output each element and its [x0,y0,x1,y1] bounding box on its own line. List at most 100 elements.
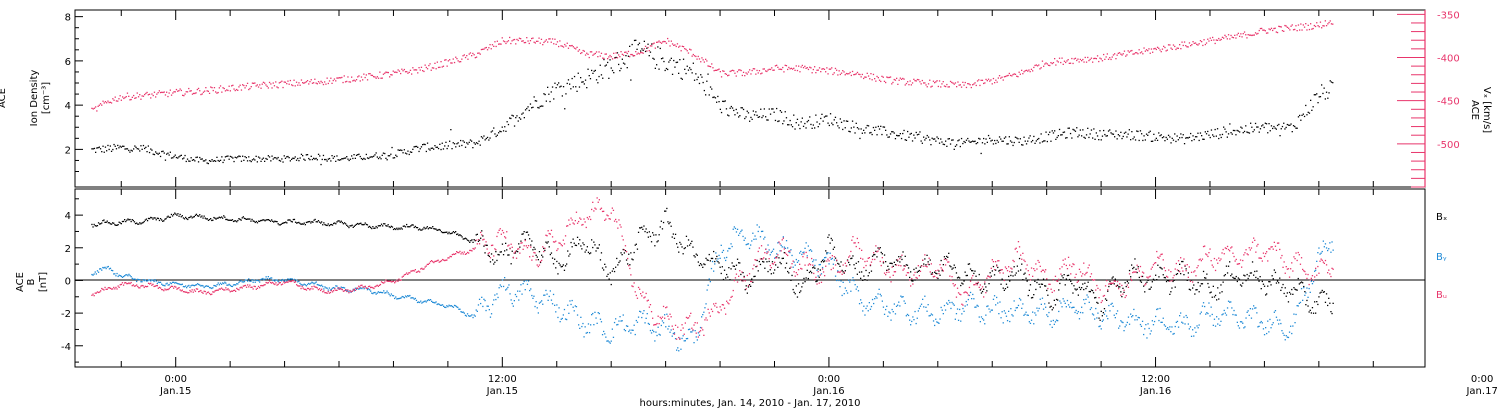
bottom-data-point-by [604,333,606,335]
top-right-tick-label: -450 [1437,97,1460,108]
top-data-point [1051,130,1053,132]
top-data-point [1148,131,1150,134]
bottom-data-point-by [543,294,545,296]
top-data-point [224,90,227,92]
bottom-data-point-bz [447,257,449,259]
top-data-point [972,84,974,86]
top-data-point [1012,73,1014,76]
top-data-point [461,144,463,147]
bottom-data-point-bx [185,216,187,219]
top-data-point [1074,57,1077,59]
bottom-data-point-bx [643,225,645,227]
bottom-data-point-bx [801,286,803,288]
bottom-data-point-bz [571,219,573,221]
bottom-data-point-bx [650,241,653,243]
bottom-data-point-bx [905,264,907,266]
bottom-data-point-bx [1052,307,1054,309]
top-data-point [205,159,207,161]
bottom-data-point-by [494,294,496,296]
bottom-data-point-by [597,312,599,314]
bottom-data-point-bx [131,219,133,221]
bottom-data-point-bx [1247,277,1249,280]
bottom-data-point-by [198,283,200,286]
top-data-point [398,70,401,72]
top-data-point [451,62,453,64]
bottom-data-point-bx [95,225,97,227]
top-data-point [386,71,388,74]
top-data-point [1223,126,1225,128]
bottom-data-point-bx [1079,288,1082,291]
bottom-data-point-by [1258,325,1260,327]
bottom-data-point-bx [1036,281,1038,284]
bottom-data-point-bx [990,275,992,277]
bottom-data-point-by [708,278,710,280]
bottom-data-point-bx [671,236,673,238]
bottom-data-point-bz [532,255,534,257]
top-data-point [727,114,729,116]
bottom-data-point-bx [661,228,664,230]
bottom-data-point-bx [873,254,875,256]
top-data-point [1243,31,1246,33]
bottom-data-point-bx [590,252,592,254]
bottom-data-point-by [1202,302,1205,304]
bottom-data-point-by [1040,303,1042,305]
bottom-data-point-bz [504,236,506,238]
bottom-data-point-by [1205,313,1207,315]
top-data-point [853,74,855,76]
top-data-point [789,119,791,122]
top-data-point [1164,46,1166,49]
bottom-data-point-bz [338,288,340,290]
top-data-point [382,73,385,75]
top-data-point [99,103,102,105]
bottom-data-point-bx [573,242,575,244]
bottom-data-point-bz [527,245,530,247]
top-data-point [876,75,878,78]
bottom-data-point-bz [362,286,364,288]
bottom-data-point-bz [265,281,267,284]
bottom-data-point-by [102,266,104,269]
bottom-data-point-bz [685,316,688,319]
bottom-data-point-by [890,319,892,321]
top-data-point [1280,26,1282,28]
top-data-point [621,53,623,55]
bottom-data-point-bx [1267,285,1269,287]
bottom-data-point-bx [464,237,467,239]
top-data-point [286,83,288,85]
bottom-data-point-by [666,313,668,315]
bottom-data-point-bz [95,292,97,294]
top-data-point [887,136,889,138]
top-data-point [231,156,233,158]
bottom-data-point-by [717,258,719,260]
bottom-data-point-bz [220,287,223,289]
bottom-data-point-bz [109,287,112,289]
top-data-point [504,126,506,128]
bottom-data-point-bz [561,245,563,247]
bottom-data-point-by [231,285,234,288]
bottom-data-point-bx [963,280,965,282]
top-data-point [1144,50,1146,52]
top-data-point [1312,27,1314,30]
bottom-data-point-bx [1066,274,1069,277]
bottom-data-point-by [1089,308,1091,311]
top-data-point [157,153,159,155]
top-data-point [667,37,669,40]
top-data-point [117,100,119,102]
top-data-point [816,69,818,71]
top-data-point [925,84,927,86]
top-data-point [551,86,554,88]
bottom-data-point-bx [640,227,642,229]
bottom-data-point-by [183,286,186,288]
bottom-data-point-by [1282,332,1284,334]
top-data-point [1122,135,1124,138]
top-data-point [1138,139,1140,142]
bottom-data-point-bx [907,267,910,269]
bottom-data-point-by [1297,305,1299,307]
bottom-data-point-by [812,260,814,263]
bottom-data-point-bx [961,282,963,284]
top-data-point [591,69,593,72]
top-data-point [675,45,677,48]
bottom-data-point-by [180,283,182,286]
top-data-point [675,61,677,64]
top-data-point [114,96,116,98]
top-data-point [849,71,851,74]
